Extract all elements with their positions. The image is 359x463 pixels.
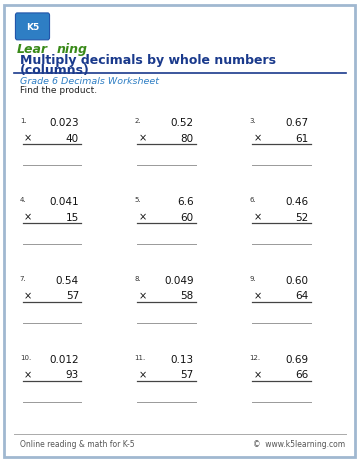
Text: 0.012: 0.012 bbox=[49, 354, 79, 364]
Text: 4.: 4. bbox=[20, 197, 26, 203]
Text: ©  www.k5learning.com: © www.k5learning.com bbox=[252, 439, 345, 448]
Text: ×: × bbox=[139, 212, 147, 222]
Text: ×: × bbox=[24, 291, 32, 301]
Text: 93: 93 bbox=[66, 369, 79, 380]
Text: Find the product.: Find the product. bbox=[20, 86, 97, 94]
Text: Lear: Lear bbox=[17, 43, 48, 56]
Text: 66: 66 bbox=[295, 369, 309, 380]
Text: 57: 57 bbox=[66, 291, 79, 301]
Text: 58: 58 bbox=[181, 291, 194, 301]
Text: 5.: 5. bbox=[135, 197, 141, 203]
Text: 0.46: 0.46 bbox=[286, 197, 309, 207]
Text: 9.: 9. bbox=[250, 275, 256, 282]
Text: 7.: 7. bbox=[20, 275, 27, 282]
Text: 10.: 10. bbox=[20, 354, 31, 360]
Text: 60: 60 bbox=[181, 212, 194, 222]
Text: 6.: 6. bbox=[250, 197, 256, 203]
Text: Grade 6 Decimals Worksheet: Grade 6 Decimals Worksheet bbox=[20, 77, 159, 86]
Text: 40: 40 bbox=[66, 133, 79, 144]
Text: 8.: 8. bbox=[135, 275, 141, 282]
Text: 0.60: 0.60 bbox=[286, 275, 309, 286]
Text: 2.: 2. bbox=[135, 118, 141, 124]
FancyBboxPatch shape bbox=[15, 14, 50, 41]
Text: ×: × bbox=[254, 212, 262, 222]
Text: 52: 52 bbox=[295, 212, 309, 222]
Text: 0.52: 0.52 bbox=[171, 118, 194, 128]
Text: Online reading & math for K-5: Online reading & math for K-5 bbox=[20, 439, 134, 448]
Text: 0.69: 0.69 bbox=[286, 354, 309, 364]
Text: 11.: 11. bbox=[135, 354, 146, 360]
Text: 0.049: 0.049 bbox=[164, 275, 194, 286]
Text: ×: × bbox=[24, 133, 32, 144]
Text: ×: × bbox=[139, 291, 147, 301]
Text: ×: × bbox=[139, 133, 147, 144]
Text: 0.67: 0.67 bbox=[286, 118, 309, 128]
Text: 12.: 12. bbox=[250, 354, 261, 360]
Text: 6.6: 6.6 bbox=[177, 197, 194, 207]
Text: 0.54: 0.54 bbox=[56, 275, 79, 286]
Text: Multiply decimals by whole numbers: Multiply decimals by whole numbers bbox=[20, 54, 276, 67]
Text: 64: 64 bbox=[295, 291, 309, 301]
Text: 0.041: 0.041 bbox=[49, 197, 79, 207]
Text: 0.023: 0.023 bbox=[49, 118, 79, 128]
Text: ×: × bbox=[139, 369, 147, 380]
Text: ×: × bbox=[24, 369, 32, 380]
FancyBboxPatch shape bbox=[4, 6, 355, 457]
Text: 80: 80 bbox=[181, 133, 194, 144]
Text: ning: ning bbox=[57, 43, 88, 56]
Text: 1.: 1. bbox=[20, 118, 27, 124]
Text: 3.: 3. bbox=[250, 118, 256, 124]
Text: 57: 57 bbox=[181, 369, 194, 380]
Text: K5: K5 bbox=[26, 23, 39, 32]
Text: ×: × bbox=[24, 212, 32, 222]
Text: ×: × bbox=[254, 291, 262, 301]
Text: (columns): (columns) bbox=[20, 64, 90, 77]
Text: ×: × bbox=[254, 369, 262, 380]
Text: 0.13: 0.13 bbox=[171, 354, 194, 364]
Text: 15: 15 bbox=[66, 212, 79, 222]
Text: 61: 61 bbox=[295, 133, 309, 144]
Text: ×: × bbox=[254, 133, 262, 144]
